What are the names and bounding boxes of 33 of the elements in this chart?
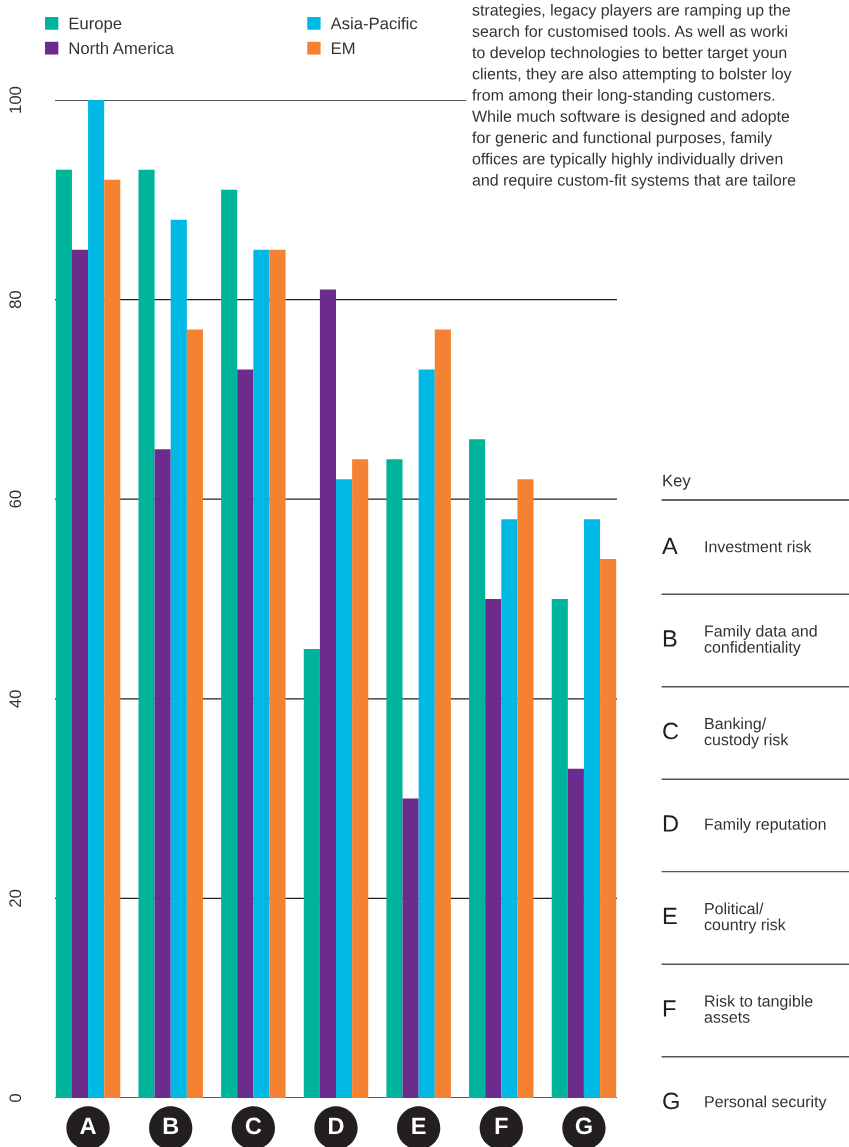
y-tick-label: 0	[9, 1094, 22, 1102]
category-label: C	[663, 722, 679, 740]
category-label: E	[663, 907, 677, 925]
text: Key	[663, 474, 691, 490]
legend-label: North America	[69, 41, 174, 55]
legend-label: EM	[331, 42, 355, 54]
text: Family data and confidentiality	[704, 625, 817, 656]
category-label: B	[663, 630, 677, 647]
x-tick-label: D	[329, 1117, 344, 1135]
text: Political/ country risk	[704, 902, 786, 934]
text: Risk to tangible assets	[704, 995, 813, 1023]
category-label: A	[662, 537, 678, 555]
text: Family reputation	[705, 818, 826, 833]
legend-label: Asia-Pacific	[330, 17, 418, 30]
y-tick-label: 100	[9, 86, 22, 113]
y-tick-label: 80	[9, 290, 22, 309]
y-tick-label: 40	[9, 690, 22, 708]
y-tick-label: 20	[9, 889, 22, 907]
text: strategies, legacy players are ramping up the search for customised tools. As well as worki to develop technologies to better target youn clients, they are also attempting to bolster loy from among their long-standing customers. While much software is designed and adopte for generic and functional purposes, family offices are typically highly individually driven and require custom-fit systems that are tailore	[472, 4, 796, 189]
x-tick-label: C	[245, 1117, 262, 1135]
legend-label: Europe	[69, 17, 122, 33]
text: Personal security	[705, 1095, 827, 1111]
x-tick-label: B	[163, 1117, 179, 1135]
x-tick-label: F	[495, 1117, 508, 1135]
x-tick-label: E	[412, 1117, 426, 1135]
category-label: D	[663, 815, 678, 832]
x-tick-label: A	[80, 1117, 96, 1135]
x-tick-label: G	[575, 1117, 592, 1135]
text: Investment risk	[705, 540, 812, 553]
text: Banking/ custody risk	[704, 717, 789, 749]
category-label: F	[663, 1000, 676, 1017]
category-label: G	[663, 1092, 679, 1110]
y-tick-label: 60	[9, 490, 22, 508]
